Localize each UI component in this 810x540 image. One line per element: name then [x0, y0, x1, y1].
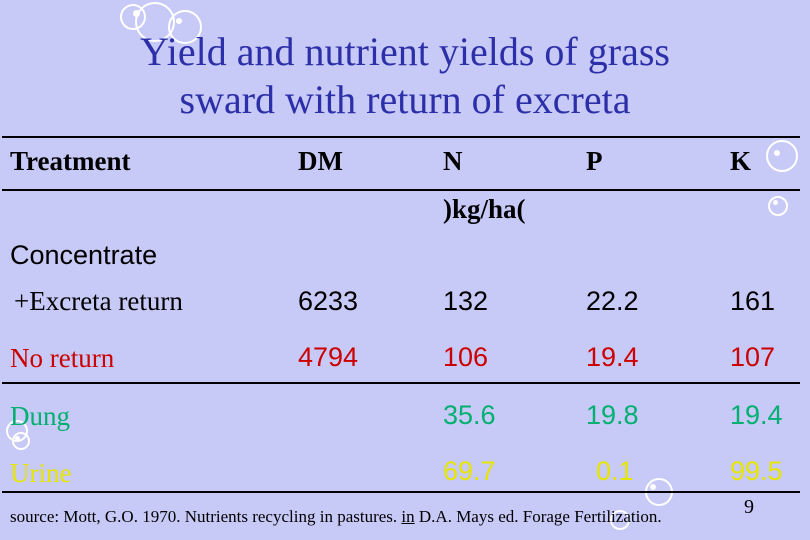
table-row-rule — [2, 382, 800, 384]
bubble-decoration — [774, 150, 780, 156]
row-urine-n: 69.7 — [443, 456, 496, 486]
slide-title: Yield and nutrient yields of grass sward… — [0, 28, 810, 124]
row-urine-label: Urine — [10, 458, 72, 488]
header-p: P — [586, 146, 603, 176]
slide-number: 9 — [744, 496, 754, 518]
row-no-return-n: 106 — [443, 342, 489, 372]
bubble-decoration — [133, 10, 140, 17]
source-citation: source: Mott, G.O. 1970. Nutrients recyc… — [10, 507, 662, 527]
table-header-rule — [2, 189, 800, 191]
row-concentrate-label: Concentrate — [10, 240, 158, 270]
row-concentrate-n: 132 — [443, 286, 489, 316]
bubble-decoration — [766, 140, 798, 172]
source-in: in — [401, 507, 415, 526]
bubble-decoration — [650, 484, 656, 490]
source-prefix: source: Mott, G.O. 1970. Nutrients recyc… — [10, 507, 402, 526]
row-dung-n: 35.6 — [443, 400, 496, 430]
source-suffix: D.A. Mays ed. Forage Fertilization. — [414, 507, 662, 526]
row-concentrate-dm: 6233 — [298, 286, 359, 316]
table-bottom-rule — [2, 491, 800, 493]
title-line-1: Yield and nutrient yields of grass — [140, 29, 670, 74]
table-top-rule — [2, 136, 800, 138]
row-urine-k: 99.5 — [730, 456, 783, 486]
header-unit: )kg/ha( — [443, 194, 526, 224]
header-k: K — [730, 146, 752, 176]
row-no-return-k: 107 — [730, 342, 776, 372]
header-n: N — [443, 146, 463, 176]
row-concentrate-p: 22.2 — [586, 286, 639, 316]
bubble-decoration — [773, 200, 778, 205]
bubble-decoration — [768, 196, 788, 216]
row-concentrate-sublabel: +Excreta return — [14, 286, 183, 316]
bubble-decoration — [168, 10, 202, 44]
row-dung-label: Dung — [10, 401, 70, 431]
bubble-decoration — [610, 510, 630, 530]
bubble-decoration — [12, 432, 30, 450]
header-treatment: Treatment — [10, 146, 131, 176]
bubble-decoration — [15, 436, 20, 441]
row-dung-k: 19.4 — [730, 400, 783, 430]
row-no-return-p: 19.4 — [586, 342, 639, 372]
title-line-2: sward with return of excreta — [179, 77, 631, 122]
row-concentrate-k: 161 — [730, 286, 776, 316]
row-urine-p: 0.1 — [596, 456, 634, 486]
header-dm: DM — [298, 146, 343, 176]
row-no-return-label: No return — [10, 343, 115, 373]
row-no-return-dm: 4794 — [298, 342, 359, 372]
bubble-decoration — [176, 18, 182, 24]
row-dung-p: 19.8 — [586, 400, 639, 430]
